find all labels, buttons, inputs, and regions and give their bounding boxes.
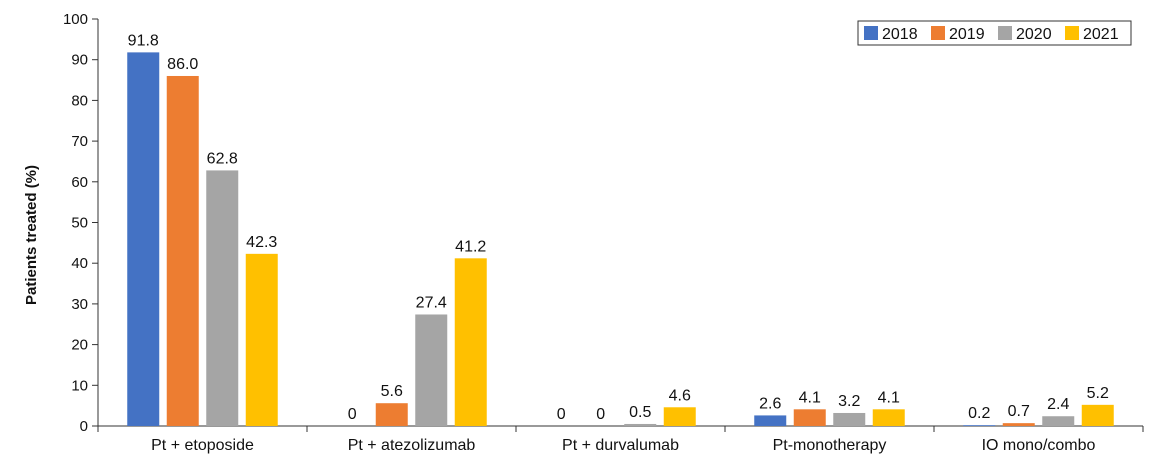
bar [624, 423, 657, 426]
y-tick-label: 70 [71, 133, 88, 150]
legend-label: 2018 [882, 26, 918, 43]
bar [375, 403, 408, 426]
data-label: 4.1 [878, 389, 900, 406]
data-label: 3.2 [838, 393, 860, 410]
y-tick-label: 0 [80, 418, 88, 435]
bar [1081, 404, 1114, 426]
data-label: 2.4 [1047, 396, 1069, 413]
y-tick-label: 30 [71, 296, 88, 313]
bar [415, 314, 448, 426]
data-label: 5.6 [381, 383, 403, 400]
bar [206, 170, 239, 426]
data-label: 41.2 [455, 238, 486, 255]
x-tick-label: Pt-monotherapy [773, 437, 887, 454]
data-label: 91.8 [128, 32, 159, 49]
y-tick-label: 40 [71, 255, 88, 272]
bar [872, 409, 905, 426]
data-label: 0.5 [629, 404, 651, 421]
data-label: 0.7 [1008, 403, 1030, 420]
data-label: 4.1 [799, 389, 821, 406]
x-tick-label: Pt + durvalumab [562, 437, 679, 454]
legend-label: 2021 [1083, 26, 1119, 43]
bar [963, 425, 996, 426]
bar [793, 409, 826, 426]
data-label: 4.6 [669, 387, 691, 404]
legend-box [857, 20, 1132, 46]
legend: 2018 2019 2020 2021 [857, 20, 1132, 46]
legend-swatch [931, 26, 945, 40]
data-label: 0 [348, 406, 357, 423]
y-tick-label: 20 [71, 337, 88, 354]
y-axis-label: Patients treated (%) [23, 165, 40, 305]
legend-label: 2020 [1016, 26, 1052, 43]
y-tick-label: 100 [63, 11, 88, 28]
data-label: 86.0 [167, 56, 198, 73]
bar [245, 253, 278, 426]
data-label: 42.3 [246, 234, 277, 251]
plot-area: 0 10 20 30 40 50 60 70 80 90 100 Pt + etoposide 91.8… [63, 11, 1144, 454]
y-tick-label: 90 [71, 52, 88, 69]
data-label: 0.2 [968, 405, 990, 422]
bar [833, 412, 866, 426]
legend-label: 2019 [949, 26, 985, 43]
data-label: 0 [596, 406, 605, 423]
bar [127, 52, 160, 427]
x-tick-label: Pt + etoposide [151, 437, 254, 454]
data-label: 2.6 [759, 395, 781, 412]
x-tick-label: IO mono/combo [982, 437, 1096, 454]
data-label: 0 [557, 406, 566, 423]
data-label: 62.8 [207, 150, 238, 167]
bar [1002, 423, 1035, 426]
data-label: 5.2 [1087, 385, 1109, 402]
legend-swatch [864, 26, 878, 40]
legend-swatch [1065, 26, 1079, 40]
x-tick-label: Pt + atezolizumab [348, 437, 476, 454]
bar [454, 258, 487, 426]
bar [754, 415, 787, 426]
bar [663, 407, 696, 426]
bar [166, 75, 199, 426]
legend-swatch [998, 26, 1012, 40]
y-tick-label: 60 [71, 174, 88, 191]
y-tick-label: 80 [71, 92, 88, 109]
y-tick-label: 50 [71, 215, 88, 232]
bar [1042, 416, 1075, 426]
y-tick-label: 10 [71, 377, 88, 394]
data-label: 27.4 [416, 294, 447, 311]
